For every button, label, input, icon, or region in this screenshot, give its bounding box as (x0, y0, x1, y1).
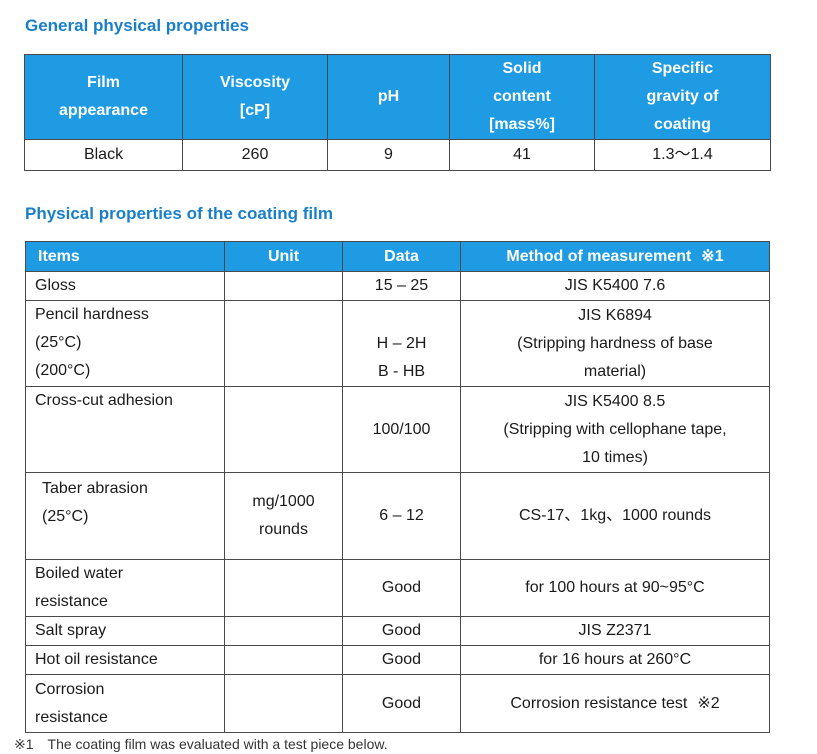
row-data: Good (342, 559, 461, 617)
cell-film-appearance: Black (24, 139, 183, 171)
row-method: for 16 hours at 260°C (460, 645, 770, 675)
row-method: JIS K5400 8.5 (Stripping with cellophane… (460, 386, 770, 473)
row-data: Good (342, 616, 461, 646)
row-method: Corrosion resistance test ※2 (460, 674, 770, 733)
row-method-note-mark: ※2 (697, 694, 720, 712)
header-specific-gravity: Specific gravity of coating (594, 54, 771, 140)
table-row: Cross-cut adhesion 100/100 JIS K5400 8.5… (25, 386, 770, 473)
row-data: Good (342, 674, 461, 733)
row-data: H – 2H B - HB (342, 300, 461, 387)
row-method: JIS K6894 (Stripping hardness of base ma… (460, 300, 770, 387)
header-method-label: Method of measurement (506, 247, 692, 265)
row-unit (224, 674, 343, 733)
cell-viscosity: 260 (182, 139, 328, 171)
row-method-label: Corrosion resistance test (510, 694, 688, 712)
table-header-row: Film appearance Viscosity [cP] pH Solid … (24, 54, 771, 140)
row-item: Boiled water resistance (25, 559, 225, 617)
table-row: Black 260 9 41 1.3〜1.4 (24, 139, 771, 171)
table-row: Taber abrasion (25°C) mg/1000 rounds 6 –… (25, 472, 770, 560)
row-unit (224, 645, 343, 675)
row-data: 15 – 25 (342, 271, 461, 301)
row-data: Good (342, 645, 461, 675)
row-item: Pencil hardness (25°C) (200°C) (25, 300, 225, 387)
header-data: Data (342, 241, 461, 272)
row-item: Hot oil resistance (25, 645, 225, 675)
cell-specific-gravity: 1.3〜1.4 (594, 139, 771, 171)
coating-properties-table: Items Unit Data Method of measurement ※1 … (25, 241, 770, 733)
header-method: Method of measurement ※1 (460, 241, 770, 272)
header-method-note-mark: ※1 (701, 247, 724, 265)
cell-ph: 9 (327, 139, 450, 171)
row-item: Taber abrasion (25°C) (25, 472, 225, 560)
general-properties-table: Film appearance Viscosity [cP] pH Solid … (24, 54, 771, 171)
coating-properties-title: Physical properties of the coating film (25, 204, 333, 223)
row-unit (224, 616, 343, 646)
header-items: Items (25, 241, 225, 272)
header-film-appearance: Film appearance (24, 54, 183, 140)
table-row: Boiled water resistance Good for 100 hou… (25, 559, 770, 617)
header-unit: Unit (224, 241, 343, 272)
row-item: Cross-cut adhesion (25, 386, 225, 473)
row-item: Salt spray (25, 616, 225, 646)
general-properties-title: General physical properties (25, 16, 249, 35)
row-unit (224, 559, 343, 617)
table-header-row: Items Unit Data Method of measurement ※1 (25, 241, 770, 272)
table-row: Hot oil resistance Good for 16 hours at … (25, 645, 770, 675)
row-unit (224, 300, 343, 387)
row-unit (224, 386, 343, 473)
table-row: Gloss 15 – 25 JIS K5400 7.6 (25, 271, 770, 301)
header-solid-content: Solid content [mass%] (449, 54, 595, 140)
row-method: CS-17、1kg、1000 rounds (460, 472, 770, 560)
header-viscosity: Viscosity [cP] (182, 54, 328, 140)
footnote: ※1 The coating film was evaluated with a… (14, 736, 388, 752)
row-item: Gloss (25, 271, 225, 301)
row-data: 6 – 12 (342, 472, 461, 560)
cell-solid-content: 41 (449, 139, 595, 171)
row-unit: mg/1000 rounds (224, 472, 343, 560)
table-row: Salt spray Good JIS Z2371 (25, 616, 770, 646)
row-method: for 100 hours at 90~95°C (460, 559, 770, 617)
table-row: Corrosion resistance Good Corrosion resi… (25, 674, 770, 733)
row-method: JIS K5400 7.6 (460, 271, 770, 301)
table-row: Pencil hardness (25°C) (200°C) H – 2H B … (25, 300, 770, 387)
row-unit (224, 271, 343, 301)
row-data: 100/100 (342, 386, 461, 473)
header-ph: pH (327, 54, 450, 140)
row-method: JIS Z2371 (460, 616, 770, 646)
row-item: Corrosion resistance (25, 674, 225, 733)
